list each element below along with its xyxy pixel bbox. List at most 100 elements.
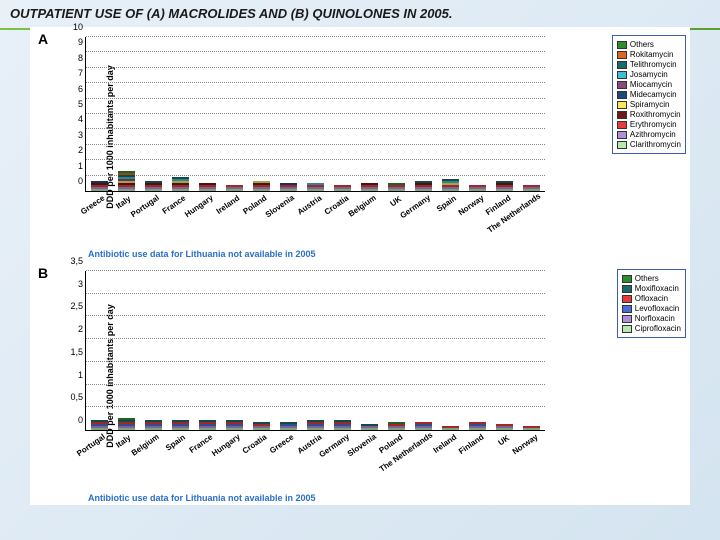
chart-a-plot: 012345678910GreeceItalyPortugalFranceHun…	[85, 37, 545, 192]
bar: Portugal	[91, 420, 108, 430]
bar: UK	[388, 183, 405, 191]
xlabel: Slovenia	[264, 193, 296, 219]
bar: Norway	[469, 185, 486, 191]
bar: Spain	[172, 420, 189, 430]
bar: Finland	[469, 422, 486, 430]
xlabel: Portugal	[75, 432, 107, 458]
ytick: 3	[78, 279, 86, 289]
xlabel: Belgium	[130, 432, 161, 457]
bar: Spain	[442, 179, 459, 191]
bar: Slovenia	[280, 183, 297, 191]
xlabel: Croatia	[322, 193, 350, 216]
legend-row: Others	[617, 40, 681, 49]
bar: France	[199, 420, 216, 430]
bar: The Netherlands	[415, 422, 432, 430]
xlabel: Ireland	[215, 193, 242, 215]
bar: Croatia	[334, 185, 351, 191]
bar: Norway	[523, 426, 540, 430]
bar: Ireland	[442, 426, 459, 430]
bar: Finland	[496, 181, 513, 191]
legend-row: Levofloxacin	[622, 304, 681, 313]
xlabel: UK	[496, 433, 511, 447]
bar: Italy	[118, 171, 135, 191]
ytick: 2	[78, 145, 86, 155]
ytick: 7	[78, 68, 86, 78]
ytick: 0	[78, 415, 86, 425]
bar: Italy	[118, 418, 135, 430]
footnote-a: Antibiotic use data for Lithuania not av…	[30, 247, 690, 261]
bar: France	[172, 177, 189, 191]
bar: Greece	[91, 181, 108, 191]
xlabel: Hungary	[183, 193, 215, 219]
chart-a-legend: OthersRokitamycinTelithromycinJosamycinM…	[612, 35, 686, 154]
ytick: 5	[78, 99, 86, 109]
bar: Slovenia	[361, 424, 378, 430]
ytick: 0	[78, 176, 86, 186]
legend-row: Clarithromycin	[617, 140, 681, 149]
xlabel: Belgium	[346, 193, 377, 218]
legend-row: Norfloxacin	[622, 314, 681, 323]
bar: Poland	[253, 181, 270, 191]
bar: Ireland	[226, 185, 243, 191]
xlabel: Norway	[511, 432, 540, 456]
legend-row: Spiramycin	[617, 100, 681, 109]
ytick: 3	[78, 130, 86, 140]
chart-b-legend: OthersMoxifloxacinOfloxacinLevofloxacinN…	[617, 269, 686, 338]
bar: Belgium	[145, 420, 162, 430]
xlabel: Portugal	[129, 193, 161, 219]
footnote-b: Antibiotic use data for Lithuania not av…	[30, 491, 690, 505]
bar: Hungary	[199, 183, 216, 191]
bar: Belgium	[361, 183, 378, 191]
xlabel: Spain	[164, 433, 187, 453]
xlabel: Slovenia	[345, 432, 377, 458]
bar: Austria	[307, 420, 324, 430]
xlabel: Hungary	[210, 432, 242, 458]
ytick: 1	[78, 370, 86, 380]
xlabel: Italy	[114, 433, 132, 450]
xlabel: Norway	[457, 193, 486, 217]
legend-row: Others	[622, 274, 681, 283]
ytick: 4	[78, 114, 86, 124]
bar: The Netherlands	[523, 185, 540, 191]
xlabel: Germany	[398, 193, 432, 220]
xlabel: Greece	[268, 432, 295, 455]
ytick: 2,5	[70, 301, 86, 311]
bar: Poland	[388, 422, 405, 430]
bar: Portugal	[145, 181, 162, 191]
bar: Austria	[307, 183, 324, 191]
chart-b-plot: 00,511,522,533,5PortugalItalyBelgiumSpai…	[85, 271, 545, 431]
ytick: 0,5	[70, 392, 86, 402]
chart-b-container: B DDD per 1000 inhabitants per day 00,51…	[30, 261, 690, 491]
xlabel: Austria	[295, 193, 323, 216]
bar: Croatia	[253, 422, 270, 430]
xlabel: Spain	[435, 194, 458, 214]
ytick: 6	[78, 84, 86, 94]
legend-row: Miocamycin	[617, 80, 681, 89]
xlabel: Greece	[79, 193, 106, 216]
xlabel: UK	[388, 194, 403, 208]
xlabel: Finland	[457, 432, 485, 456]
ytick: 9	[78, 37, 86, 47]
ytick: 10	[73, 22, 86, 32]
legend-row: Rokitamycin	[617, 50, 681, 59]
chart-a-container: A DDD per 1000 inhabitants per day 01234…	[30, 27, 690, 247]
bar: Germany	[415, 181, 432, 191]
legend-row: Azithromycin	[617, 130, 681, 139]
panel-b-label: B	[38, 265, 48, 281]
xlabel: Ireland	[431, 432, 458, 454]
legend-row: Ofloxacin	[622, 294, 681, 303]
ytick: 2	[78, 324, 86, 334]
bar: Greece	[280, 422, 297, 430]
bar: Germany	[334, 420, 351, 430]
legend-row: Telithromycin	[617, 60, 681, 69]
xlabel: Croatia	[241, 432, 269, 455]
ytick: 1,5	[70, 347, 86, 357]
legend-row: Midecamycin	[617, 90, 681, 99]
legend-row: Erythromycin	[617, 120, 681, 129]
legend-row: Roxithromycin	[617, 110, 681, 119]
ytick: 1	[78, 161, 86, 171]
legend-row: Ciprofloxacin	[622, 324, 681, 333]
ytick: 3,5	[70, 256, 86, 266]
legend-row: Moxifloxacin	[622, 284, 681, 293]
bar: Hungary	[226, 420, 243, 430]
